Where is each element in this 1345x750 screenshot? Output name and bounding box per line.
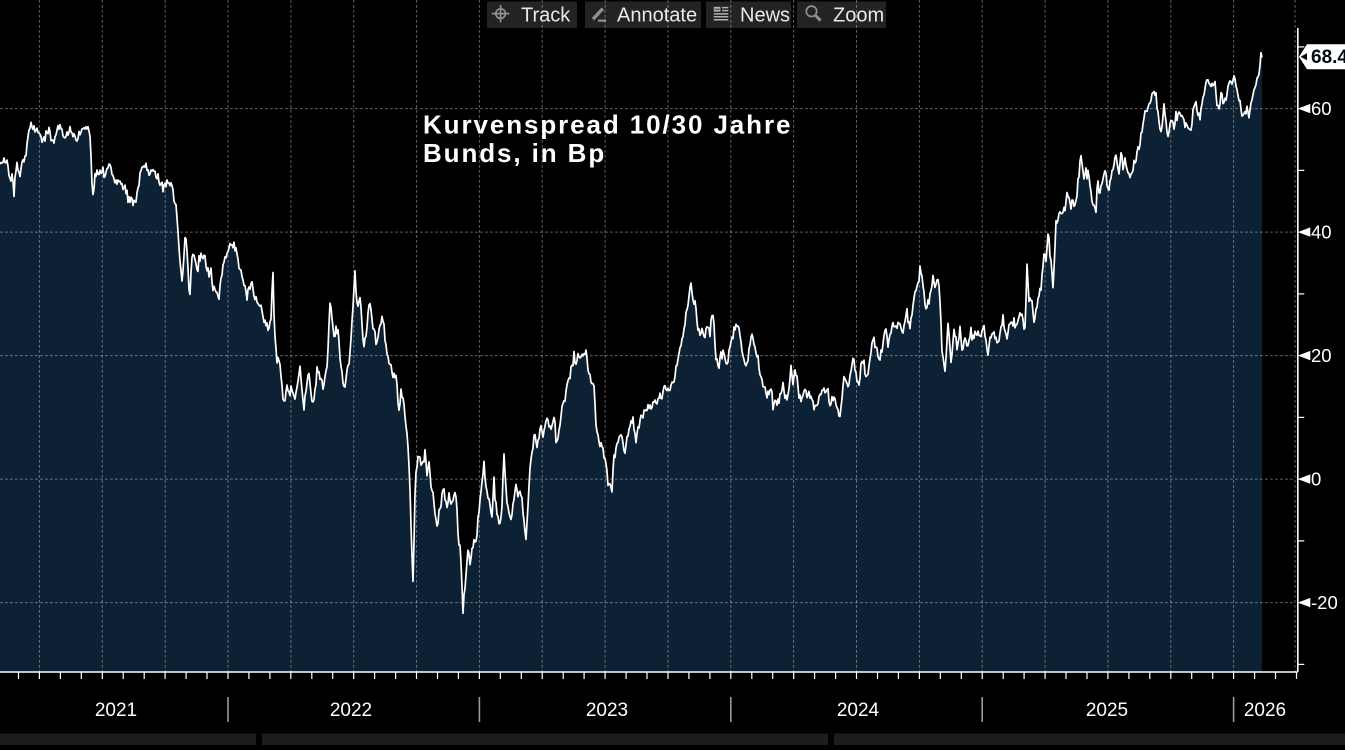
svg-text:Bunds, in Bp: Bunds, in Bp	[423, 138, 606, 168]
svg-text:-20: -20	[1311, 592, 1338, 613]
svg-text:0: 0	[1311, 469, 1321, 490]
svg-text:Track: Track	[521, 5, 571, 27]
svg-text:68.4: 68.4	[1311, 47, 1345, 68]
svg-text:40: 40	[1311, 222, 1332, 243]
svg-text:20: 20	[1311, 345, 1332, 366]
svg-text:2023: 2023	[586, 700, 628, 721]
svg-text:2024: 2024	[837, 700, 880, 721]
svg-text:2021: 2021	[95, 700, 137, 721]
svg-text:Zoom: Zoom	[833, 5, 884, 27]
svg-text:Kurvenspread 10/30 Jahre: Kurvenspread 10/30 Jahre	[423, 110, 792, 140]
svg-text:2026: 2026	[1244, 700, 1286, 721]
svg-text:News: News	[740, 5, 790, 27]
svg-text:2025: 2025	[1086, 700, 1128, 721]
svg-text:Annotate: Annotate	[617, 5, 697, 27]
svg-text:60: 60	[1311, 98, 1332, 119]
svg-text:2022: 2022	[330, 700, 372, 721]
